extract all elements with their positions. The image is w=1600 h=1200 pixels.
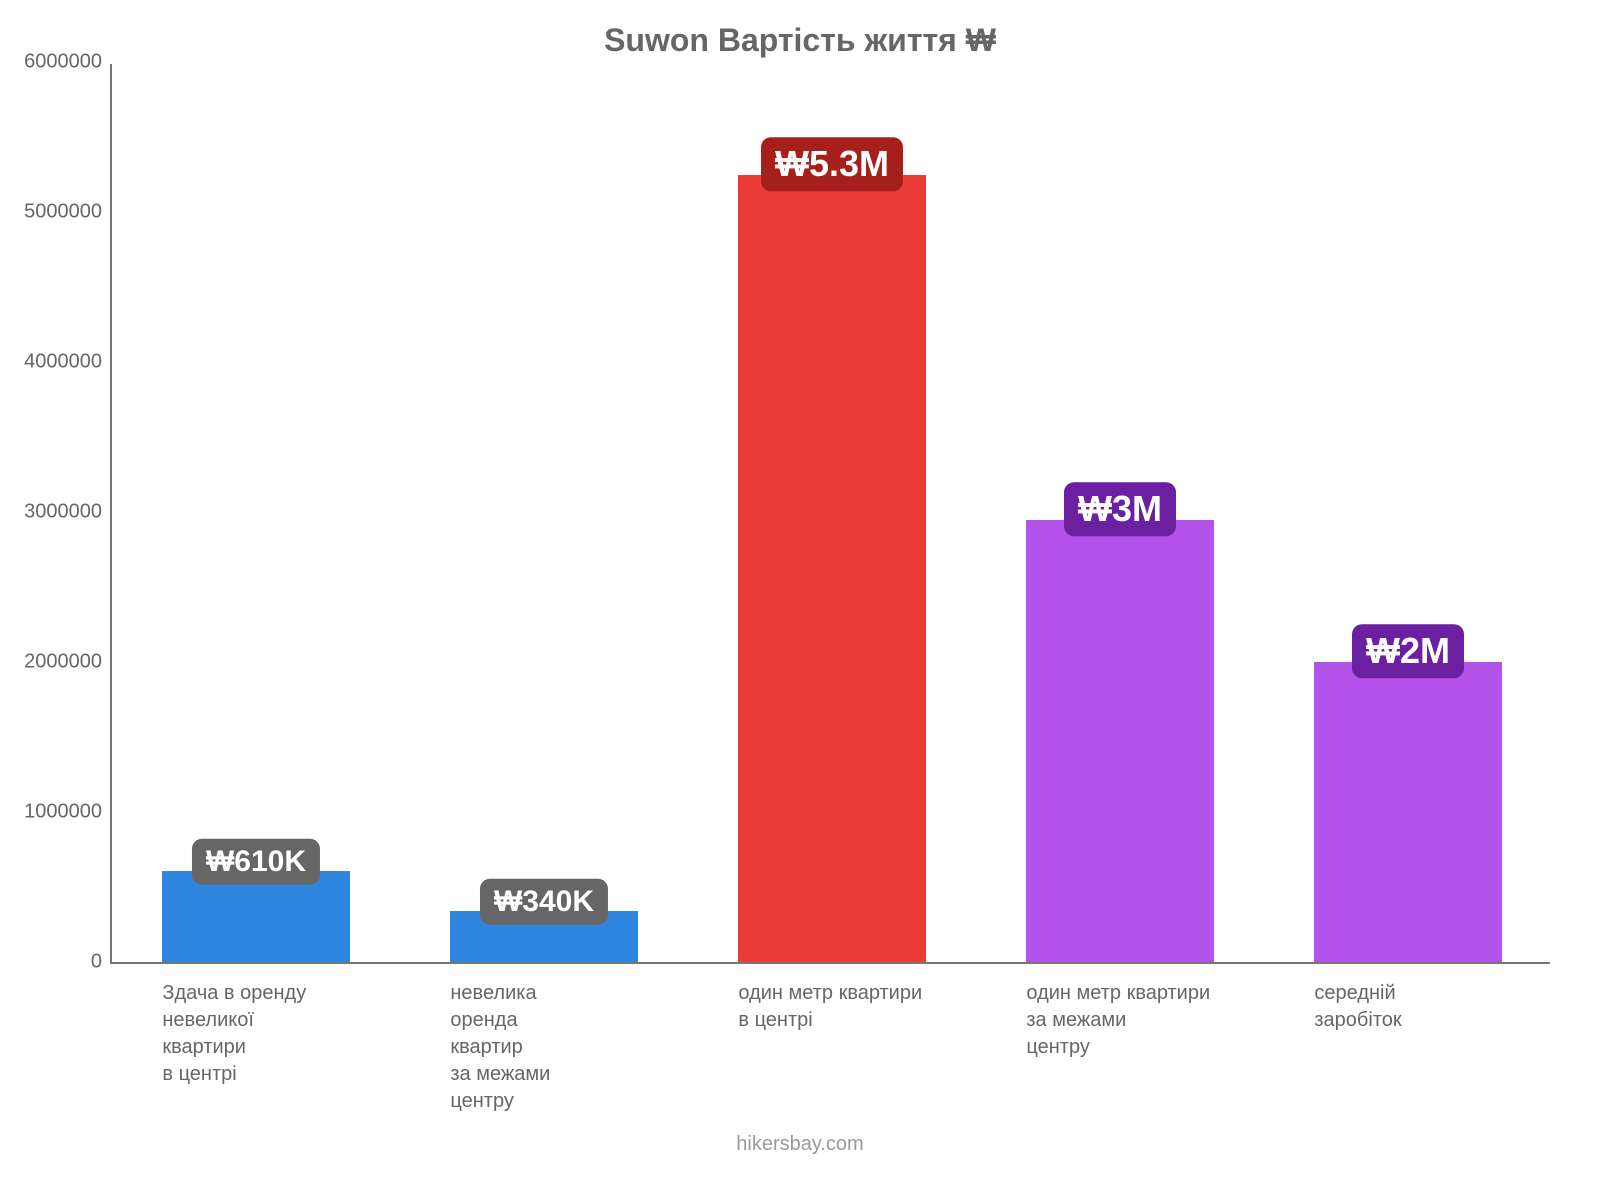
bar-value-label: ₩610K bbox=[192, 838, 320, 884]
bar-slot: ₩2Mсереднійзаробіток bbox=[1264, 64, 1552, 962]
bar-slot: ₩5.3Mодин метр квартирив центрі bbox=[688, 64, 976, 962]
ytick: 6000000 bbox=[24, 51, 112, 74]
ytick: 1000000 bbox=[24, 801, 112, 824]
bar bbox=[738, 175, 925, 963]
bar-slot: ₩340Kневеликаорендаквартирза межамицентр… bbox=[400, 64, 688, 962]
bar-value-label: ₩2M bbox=[1352, 624, 1464, 678]
chart-title: Suwon Вартість життя ₩ bbox=[0, 22, 1600, 59]
x-category-label: невеликаорендаквартирза межамицентру bbox=[450, 962, 767, 1115]
ytick: 0 bbox=[91, 951, 112, 974]
bar-value-label: ₩5.3M bbox=[761, 137, 903, 191]
ytick: 3000000 bbox=[24, 501, 112, 524]
x-category-label: Здача в орендуневеликоїквартирив центрі bbox=[162, 962, 479, 1088]
bar-slot: ₩610KЗдача в орендуневеликоїквартирив це… bbox=[112, 64, 400, 962]
ytick: 5000000 bbox=[24, 201, 112, 224]
plot-area: 0100000020000003000000400000050000006000… bbox=[110, 64, 1550, 964]
x-category-label: середнійзаробіток bbox=[1314, 962, 1600, 1034]
chart-footer: hikersbay.com bbox=[0, 1133, 1600, 1156]
x-category-label: один метр квартирив центрі bbox=[738, 962, 1055, 1034]
bar bbox=[1026, 520, 1213, 963]
bar-value-label: ₩3M bbox=[1064, 482, 1176, 536]
ytick: 2000000 bbox=[24, 651, 112, 674]
bar-slot: ₩3Mодин метр квартириза межамицентру bbox=[976, 64, 1264, 962]
ytick: 4000000 bbox=[24, 351, 112, 374]
chart-container: Suwon Вартість життя ₩ 01000000200000030… bbox=[0, 0, 1600, 1200]
bar bbox=[1314, 662, 1501, 962]
x-category-label: один метр квартириза межамицентру bbox=[1026, 962, 1343, 1061]
bar-value-label: ₩340K bbox=[480, 879, 608, 925]
